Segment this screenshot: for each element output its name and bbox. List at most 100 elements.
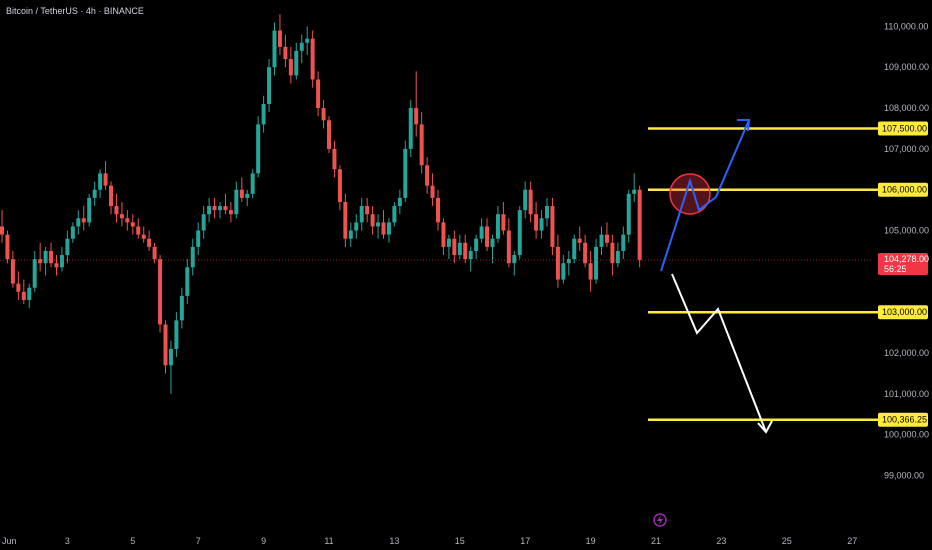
candle xyxy=(463,234,468,264)
candle-body xyxy=(599,234,604,247)
candle xyxy=(130,214,135,235)
candle xyxy=(392,201,397,227)
candle-body xyxy=(0,226,4,235)
bullish-path-line[interactable] xyxy=(660,119,750,272)
candle-body xyxy=(583,242,588,264)
price-level-label: 100,366.25 xyxy=(882,415,927,425)
price-tick-label: 99,000.00 xyxy=(884,471,924,481)
candle-body xyxy=(141,234,146,239)
candle xyxy=(54,255,59,276)
candle-body xyxy=(588,263,593,280)
candle xyxy=(381,210,386,239)
time-tick-label: 27 xyxy=(847,536,857,546)
candle-body xyxy=(316,79,321,109)
candle xyxy=(343,193,348,247)
candle-body xyxy=(27,287,32,300)
lightning-icon[interactable] xyxy=(653,513,667,527)
candle xyxy=(321,99,326,129)
candle-body xyxy=(16,283,21,292)
candle-body xyxy=(152,246,157,260)
candle-body xyxy=(54,263,59,268)
candle xyxy=(615,242,620,268)
candle-body xyxy=(441,222,446,247)
candle xyxy=(158,255,163,333)
candle xyxy=(457,234,462,260)
candle-body xyxy=(517,210,522,256)
candle-body xyxy=(577,238,582,243)
price-axis: 110,000.00 109,000.00 108,000.00 107,000.00… xyxy=(884,21,929,480)
candle-body xyxy=(305,38,310,43)
candle xyxy=(92,181,97,207)
candle xyxy=(98,169,103,198)
candle-body xyxy=(185,267,190,296)
candle-body xyxy=(81,218,86,223)
candle-body xyxy=(267,67,272,104)
candle-body xyxy=(555,246,560,280)
candle-body xyxy=(43,250,48,264)
candle xyxy=(588,250,593,292)
candle-body xyxy=(354,222,359,231)
candle xyxy=(561,255,566,284)
candle-body xyxy=(474,238,479,251)
candle-body xyxy=(512,255,517,264)
candle-body xyxy=(283,46,288,60)
time-tick-label: 21 xyxy=(651,536,661,546)
candle-body xyxy=(163,324,168,366)
candle-body xyxy=(550,206,555,247)
candle-body xyxy=(179,295,184,321)
candle xyxy=(196,222,201,256)
candle xyxy=(228,201,233,223)
candle xyxy=(294,42,299,80)
candle xyxy=(234,181,239,219)
candle xyxy=(76,210,81,235)
candle-body xyxy=(545,206,549,219)
candle xyxy=(621,226,626,260)
candle xyxy=(70,222,75,243)
candle-body xyxy=(485,226,490,247)
candle-body xyxy=(604,234,609,243)
price-tick-label: 109,000.00 xyxy=(884,62,929,72)
candle-body xyxy=(359,206,364,223)
candle xyxy=(250,169,255,198)
candle xyxy=(136,218,141,239)
bearish-path-line[interactable] xyxy=(671,273,767,433)
time-tick-label: 19 xyxy=(586,536,596,546)
candle xyxy=(49,242,54,268)
price-level-label: 106,000.00 xyxy=(882,185,927,195)
candle xyxy=(523,181,528,219)
price-level[interactable]: 103,000.00 xyxy=(648,305,928,320)
candle xyxy=(545,197,549,227)
candle-body xyxy=(168,348,173,366)
candle xyxy=(495,206,500,243)
price-tick-label: 100,000.00 xyxy=(884,430,929,440)
candle xyxy=(436,189,440,231)
price-level-label-box xyxy=(878,412,928,427)
candle xyxy=(267,59,272,113)
candle xyxy=(572,234,577,264)
bullish-arrow-head-icon xyxy=(737,119,751,132)
candle xyxy=(517,206,522,260)
candle xyxy=(245,189,250,207)
candle xyxy=(566,250,571,276)
candle-body xyxy=(343,201,348,239)
candle xyxy=(577,226,582,251)
candle-body xyxy=(490,238,495,247)
time-tick-label: 3 xyxy=(65,536,70,546)
candle-body xyxy=(452,238,457,256)
price-tick-label: 110,000.00 xyxy=(884,21,928,31)
current-price-countdown: 56:25 xyxy=(884,264,907,274)
candle xyxy=(583,234,588,268)
candle-body xyxy=(637,189,642,261)
candle-body xyxy=(392,206,397,223)
candle xyxy=(414,71,419,137)
price-level[interactable]: 100,366.25 xyxy=(648,412,928,427)
candle-body xyxy=(528,189,533,215)
current-price-value: 104,278.00 xyxy=(884,254,929,264)
price-level[interactable]: 107,500.00 xyxy=(648,121,928,136)
candle xyxy=(408,99,413,158)
candle-body xyxy=(21,291,26,300)
candle xyxy=(114,193,119,223)
candle-body xyxy=(506,230,511,264)
zone-marker-circle[interactable] xyxy=(669,173,711,215)
